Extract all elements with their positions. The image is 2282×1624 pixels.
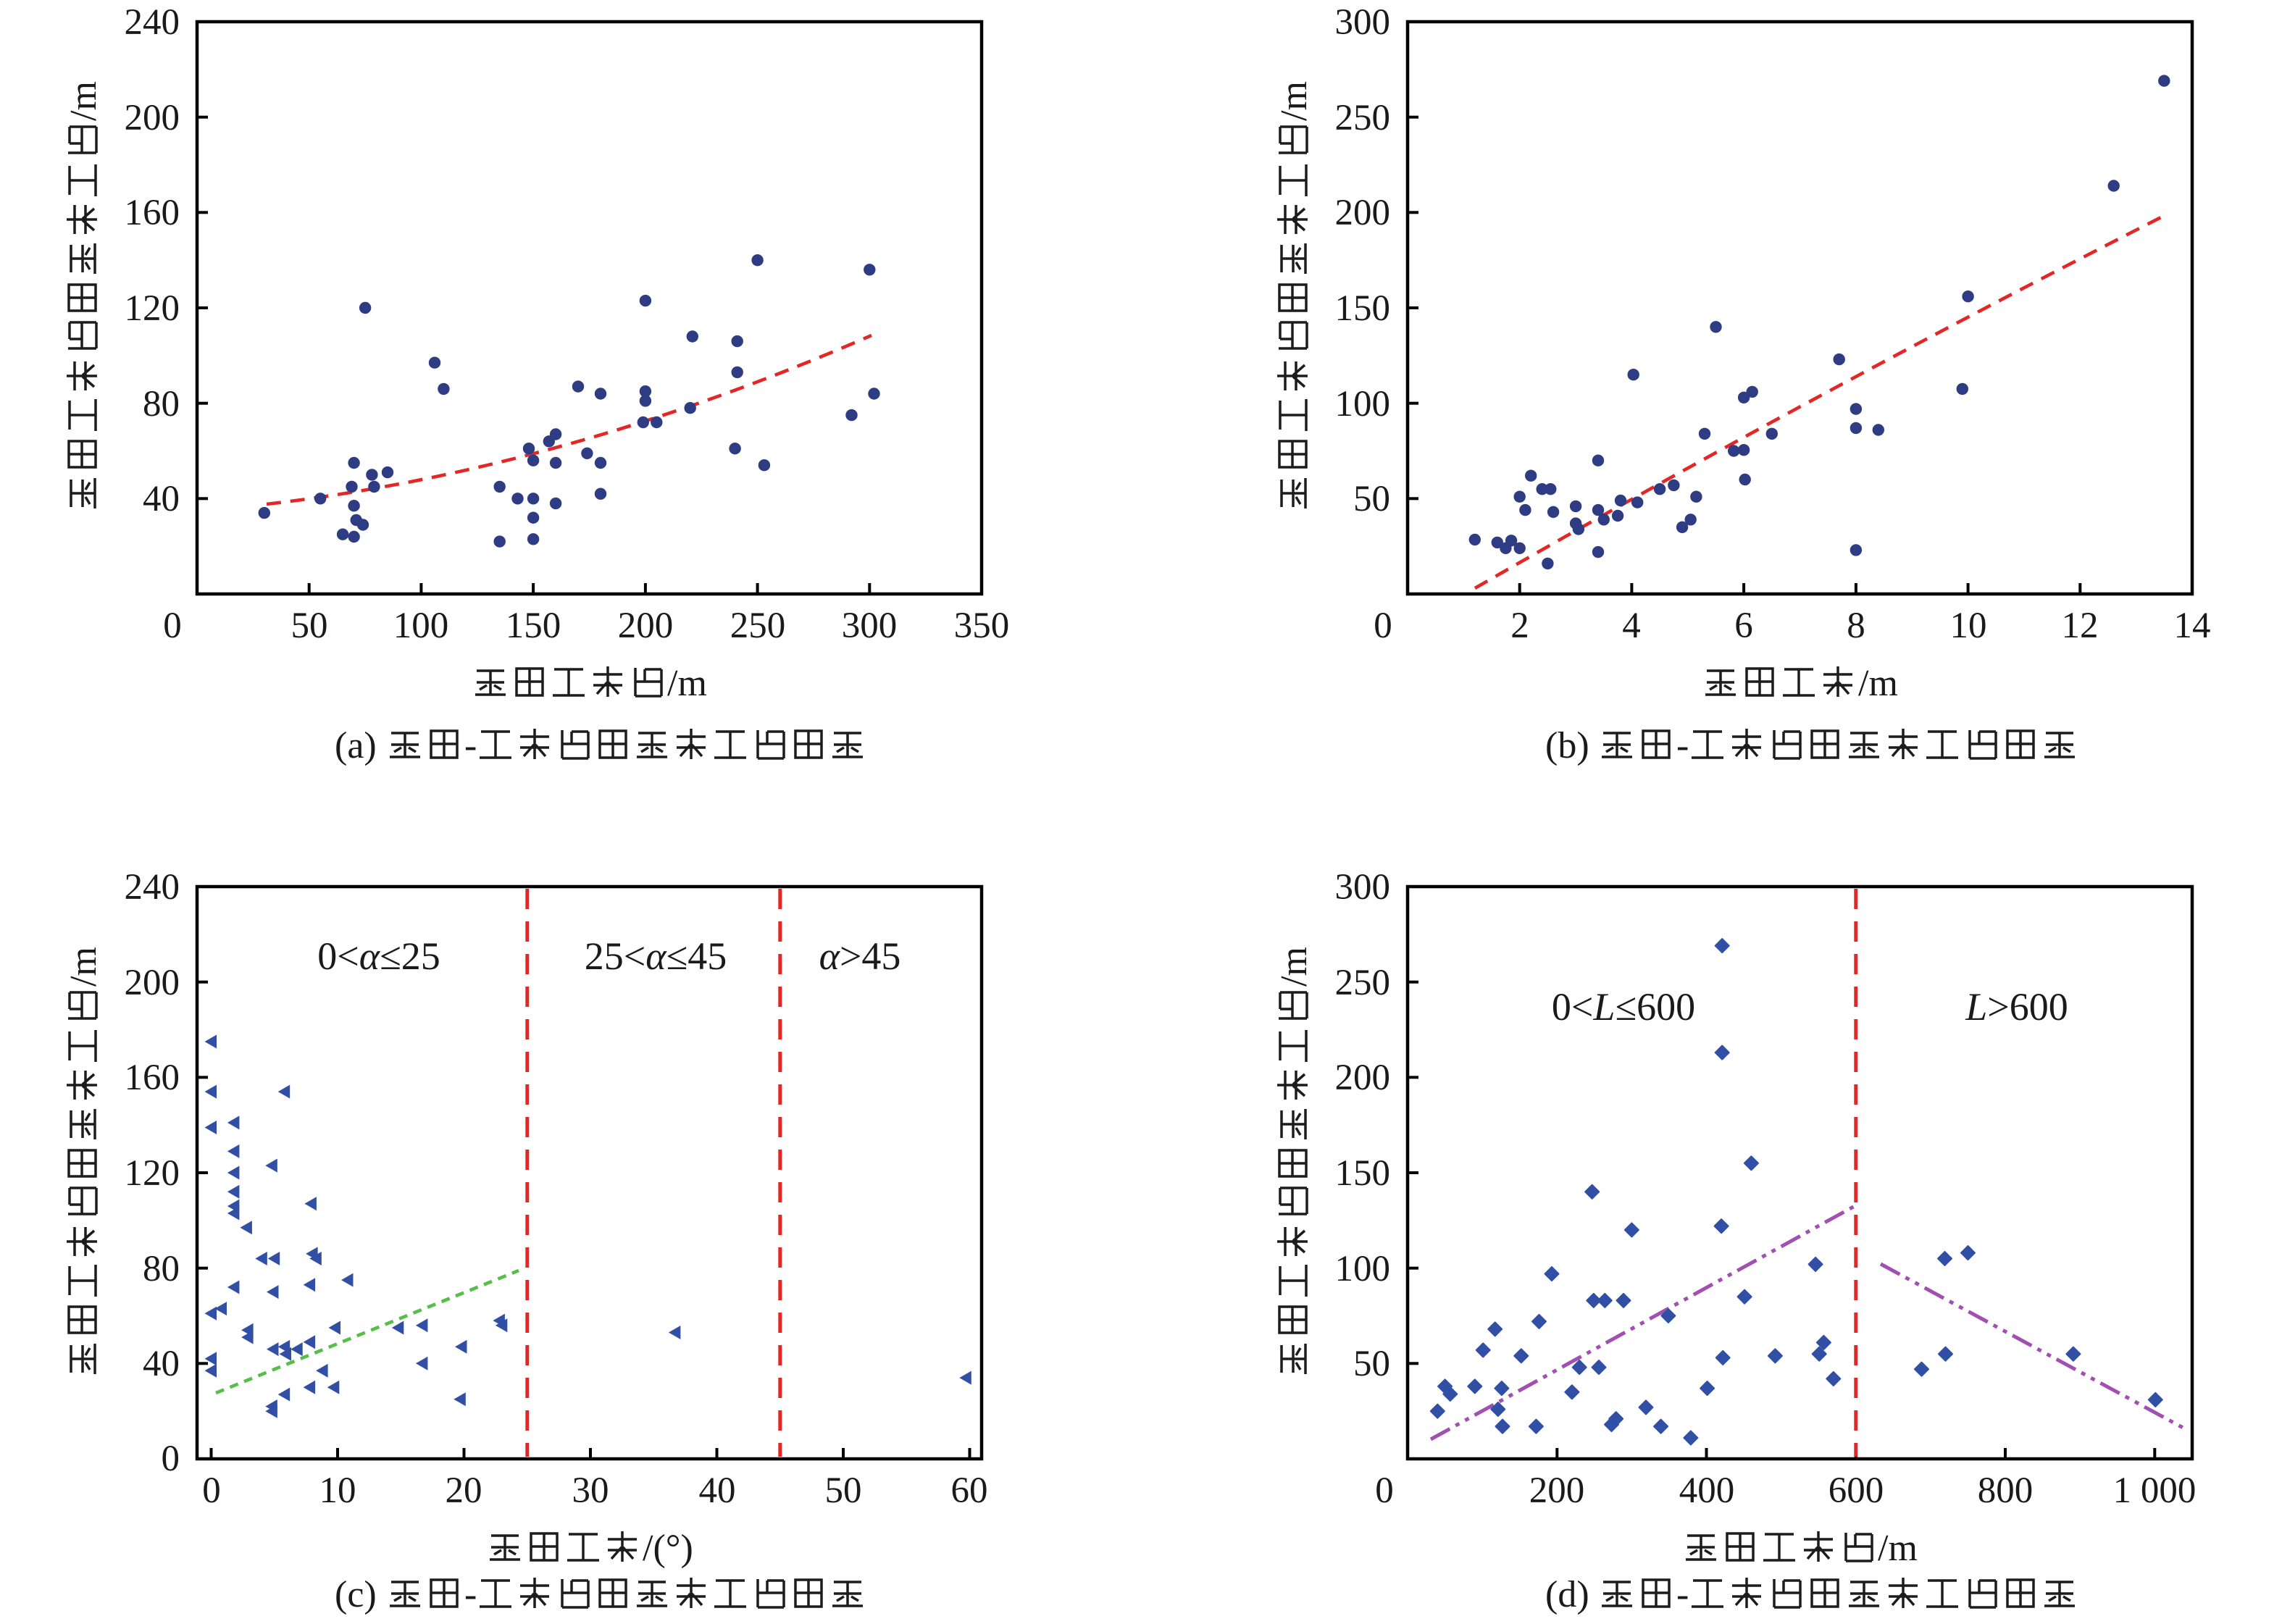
svg-text:-: -	[464, 1574, 477, 1615]
svg-text:50: 50	[1353, 479, 1390, 519]
svg-text:40: 40	[143, 479, 180, 519]
svg-text:4: 4	[1622, 606, 1641, 646]
svg-text:/m: /m	[1878, 1528, 1918, 1569]
svg-text:1 000: 1 000	[2113, 1470, 2197, 1511]
svg-text:120: 120	[125, 1153, 180, 1194]
svg-text:100: 100	[1335, 384, 1391, 424]
svg-text:240: 240	[125, 867, 180, 908]
svg-text:250: 250	[1335, 98, 1391, 138]
svg-text:40: 40	[699, 1470, 736, 1511]
svg-text:200: 200	[1335, 193, 1391, 233]
svg-text:/m: /m	[1858, 663, 1898, 704]
svg-text:60: 60	[951, 1470, 988, 1511]
svg-text:/m: /m	[1274, 947, 1315, 987]
svg-text:300: 300	[1335, 867, 1391, 908]
svg-text:0: 0	[202, 1470, 221, 1511]
svg-text:/m: /m	[667, 663, 707, 704]
svg-text:10: 10	[1950, 606, 1987, 646]
svg-text:50: 50	[825, 1470, 862, 1511]
svg-text:2: 2	[1510, 606, 1529, 646]
svg-text:/m: /m	[63, 947, 104, 987]
svg-text:0: 0	[162, 1439, 180, 1479]
svg-text:8: 8	[1847, 606, 1865, 646]
svg-text:250: 250	[730, 606, 786, 646]
svg-text:200: 200	[1335, 1058, 1391, 1098]
svg-text:120: 120	[125, 288, 180, 329]
svg-text:0: 0	[163, 606, 182, 646]
svg-text:20: 20	[446, 1470, 482, 1511]
svg-text:240: 240	[125, 2, 180, 43]
svg-text:40: 40	[143, 1344, 180, 1384]
svg-text:(c): (c)	[335, 1574, 386, 1615]
svg-text:150: 150	[506, 606, 561, 646]
svg-text:(d): (d)	[1545, 1574, 1599, 1615]
svg-text:150: 150	[1335, 1153, 1391, 1194]
svg-text:100: 100	[1335, 1249, 1391, 1289]
svg-text:200: 200	[1529, 1470, 1585, 1511]
svg-text:14: 14	[2174, 606, 2211, 646]
svg-text:200: 200	[125, 963, 180, 1003]
svg-text:0<L≤600: 0<L≤600	[1552, 985, 1695, 1029]
svg-text:(a): (a)	[335, 725, 386, 766]
svg-text:160: 160	[125, 193, 180, 233]
svg-text:600: 600	[1828, 1470, 1884, 1511]
svg-text:α>45: α>45	[819, 934, 901, 978]
svg-text:-: -	[1676, 725, 1689, 766]
svg-text:30: 30	[572, 1470, 609, 1511]
svg-text:6: 6	[1734, 606, 1753, 646]
svg-text:300: 300	[842, 606, 898, 646]
svg-text:-: -	[1676, 1574, 1689, 1615]
svg-text:0: 0	[1375, 1470, 1394, 1511]
svg-text:-: -	[464, 725, 477, 766]
svg-text:160: 160	[125, 1058, 180, 1098]
svg-text:25<α≤45: 25<α≤45	[585, 934, 727, 978]
svg-text:350: 350	[954, 606, 1010, 646]
svg-text:80: 80	[143, 384, 180, 424]
svg-text:/m: /m	[1274, 81, 1315, 121]
svg-text:200: 200	[618, 606, 674, 646]
svg-text:L>600: L>600	[1965, 985, 2068, 1029]
svg-text:300: 300	[1335, 2, 1391, 43]
svg-text:/m: /m	[63, 81, 104, 121]
svg-text:10: 10	[319, 1470, 356, 1511]
svg-text:/(°): /(°)	[643, 1528, 693, 1569]
svg-text:50: 50	[291, 606, 328, 646]
svg-text:12: 12	[2062, 606, 2099, 646]
svg-text:0: 0	[1374, 606, 1392, 646]
svg-text:800: 800	[1978, 1470, 2034, 1511]
svg-text:250: 250	[1335, 963, 1391, 1003]
svg-text:(b): (b)	[1545, 725, 1599, 766]
svg-text:50: 50	[1353, 1344, 1390, 1384]
svg-text:0<α≤25: 0<α≤25	[317, 934, 440, 978]
svg-text:80: 80	[143, 1249, 180, 1289]
svg-text:400: 400	[1679, 1470, 1735, 1511]
svg-text:150: 150	[1335, 288, 1391, 329]
svg-text:200: 200	[125, 98, 180, 138]
svg-text:100: 100	[393, 606, 449, 646]
